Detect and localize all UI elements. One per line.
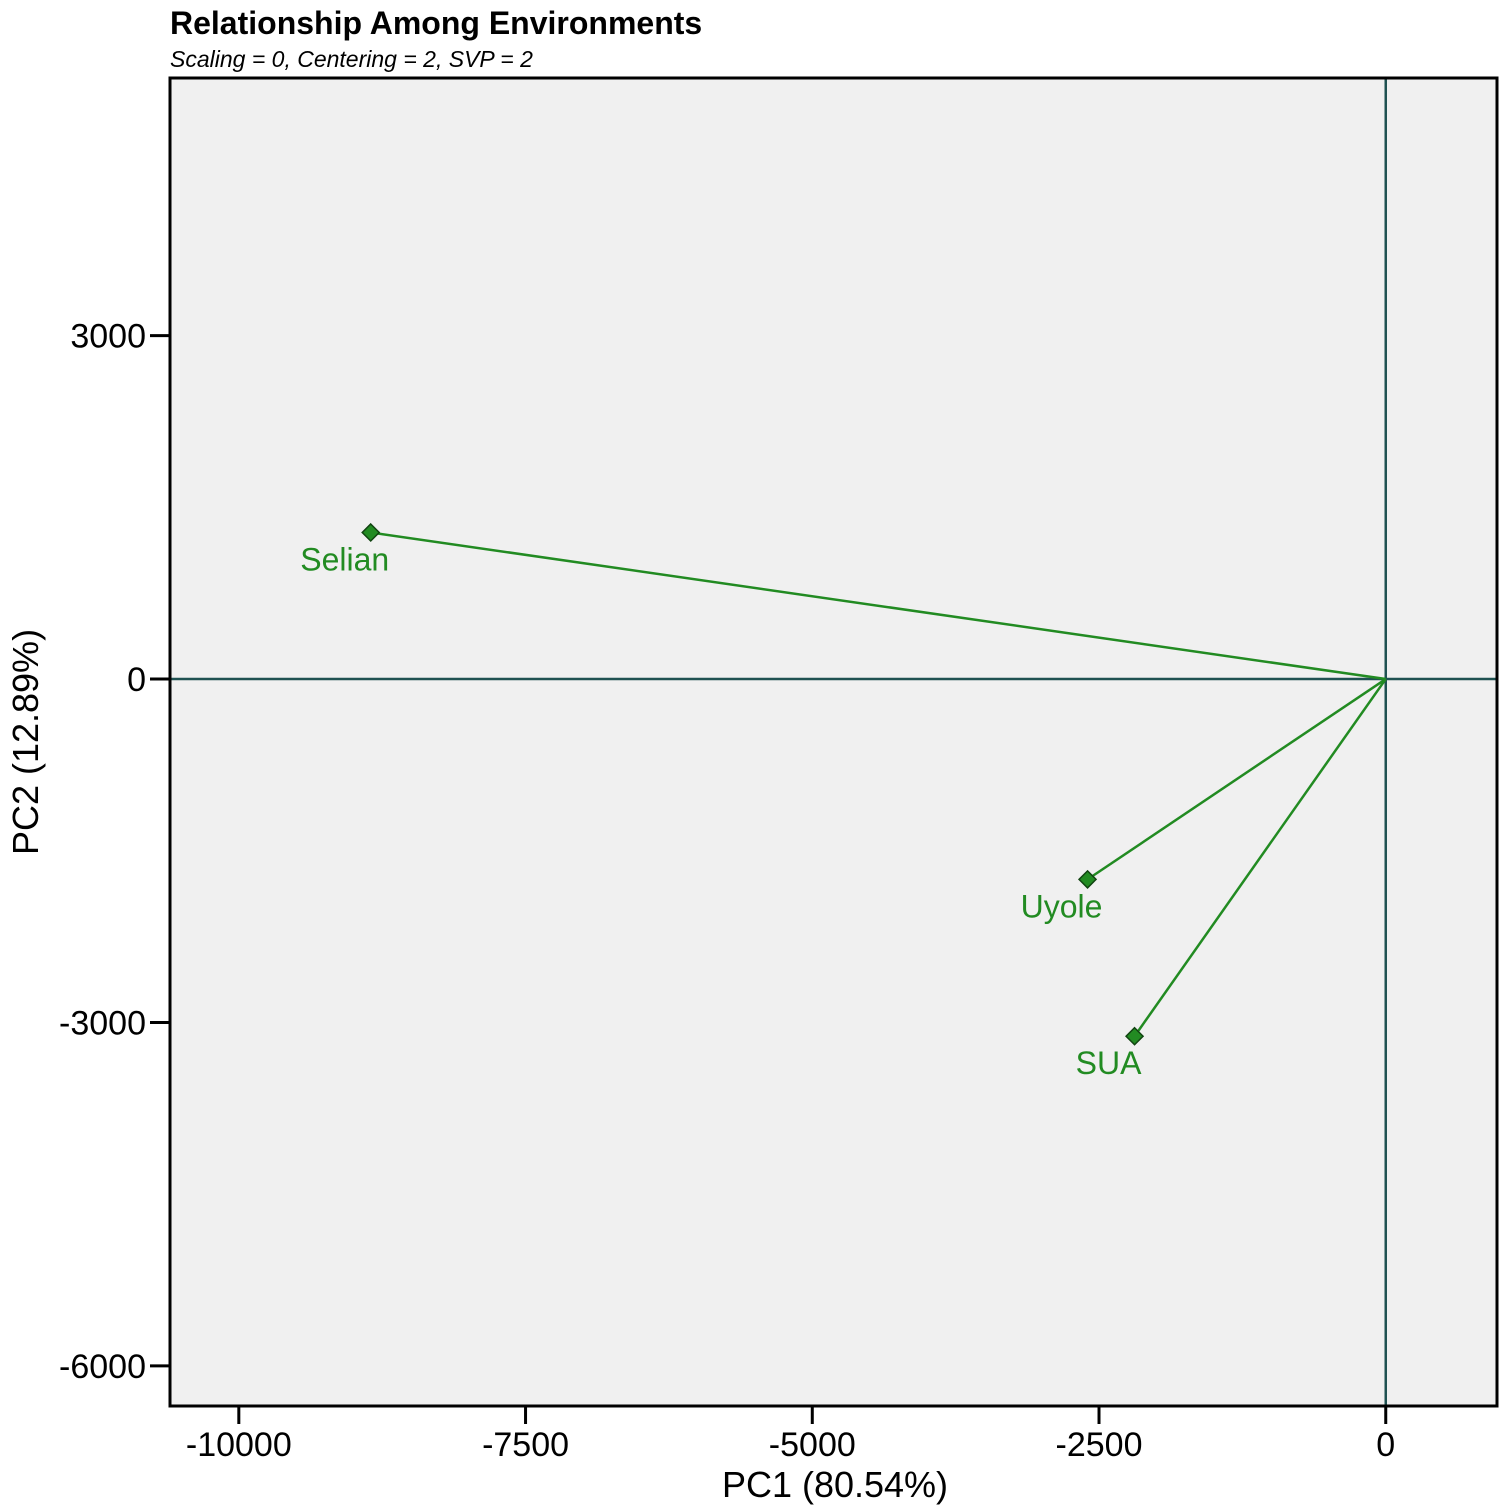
plot-panel bbox=[170, 78, 1497, 1406]
marker-selian bbox=[361, 522, 381, 543]
x-tick-label: -5000 bbox=[769, 1426, 856, 1464]
y-tick-label: 0 bbox=[127, 661, 146, 699]
y-axis: 3000 0 -3000 -6000 bbox=[59, 318, 170, 1386]
y-tick-label: -6000 bbox=[59, 1348, 146, 1386]
y-tick-label: 3000 bbox=[70, 318, 146, 356]
chart-title: Relationship Among Environments bbox=[170, 5, 703, 41]
x-tick-label: 0 bbox=[1376, 1426, 1395, 1464]
y-tick-label: -3000 bbox=[59, 1004, 146, 1042]
y-axis-label: PC2 (12.89%) bbox=[5, 629, 46, 855]
point-label-uyole: Uyole bbox=[1021, 888, 1103, 924]
x-tick-label: -2500 bbox=[1056, 1426, 1143, 1464]
environment-labels: Selian Uyole SUA bbox=[300, 541, 1142, 1081]
point-label-sua: SUA bbox=[1076, 1045, 1142, 1081]
x-tick-label: -7500 bbox=[482, 1426, 569, 1464]
vector-selian bbox=[370, 531, 1386, 681]
vector-uyole bbox=[1086, 677, 1387, 881]
marker-uyole bbox=[1077, 869, 1098, 889]
plot-border bbox=[168, 76, 1499, 1408]
chart-subtitle: Scaling = 0, Centering = 2, SVP = 2 bbox=[170, 46, 533, 72]
x-axis: -10000 -7500 -5000 -2500 0 bbox=[186, 1406, 1395, 1464]
environment-vectors bbox=[370, 531, 1387, 1037]
marker-sua bbox=[1125, 1026, 1145, 1046]
reference-lines bbox=[170, 78, 1497, 1406]
vector-sua bbox=[1133, 678, 1387, 1037]
x-axis-label: PC1 (80.54%) bbox=[722, 1464, 948, 1505]
point-label-selian: Selian bbox=[300, 541, 389, 577]
x-tick-label: -10000 bbox=[186, 1426, 292, 1464]
environment-markers bbox=[361, 522, 1145, 1046]
